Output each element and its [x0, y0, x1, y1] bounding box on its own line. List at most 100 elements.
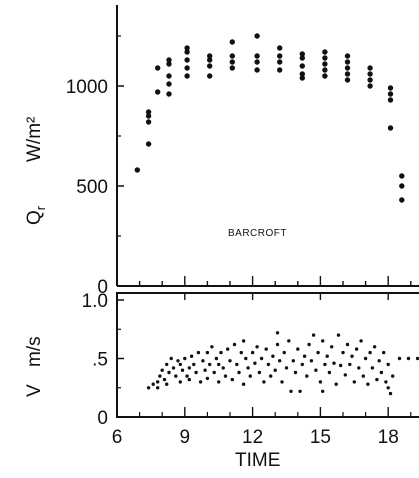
x-tick-label: 12	[242, 427, 263, 448]
v-point	[318, 380, 323, 384]
v-point	[370, 366, 375, 370]
v-point	[192, 362, 196, 367]
qr-point	[229, 53, 235, 59]
v-point	[415, 356, 419, 361]
v-point	[178, 362, 182, 367]
qr-point	[299, 55, 305, 61]
v-point	[291, 359, 295, 363]
v-point	[386, 362, 390, 367]
qr-point	[399, 197, 405, 203]
v-panel-frame	[116, 292, 419, 418]
v-point	[198, 380, 203, 384]
v-point	[189, 354, 194, 358]
qr-point	[184, 49, 190, 55]
qr-point	[322, 49, 328, 55]
v-point	[217, 362, 221, 367]
qr-point	[184, 57, 190, 63]
panel-qr: 0 500 1000 BARCROFT Qr W/m²	[24, 5, 419, 298]
v-point	[230, 377, 234, 382]
qr-point	[145, 119, 152, 125]
v-point	[341, 350, 345, 355]
v-point	[171, 366, 176, 370]
v-point	[158, 374, 162, 378]
v-y-axis-title: V m/s	[24, 336, 45, 397]
v-point	[241, 339, 246, 343]
v-point	[273, 368, 277, 372]
qr-yunit: W/m²	[24, 117, 45, 162]
v-point	[350, 354, 354, 358]
v-point	[239, 350, 243, 355]
qr-point	[387, 91, 394, 97]
v-point	[203, 368, 207, 372]
qr-point	[254, 59, 260, 65]
qr-point	[145, 113, 152, 119]
qr-point	[299, 63, 305, 69]
v-point	[339, 363, 343, 368]
x-axis-title: TIME	[235, 450, 280, 471]
qr-point	[207, 53, 213, 59]
v-point	[167, 370, 171, 375]
v-point	[244, 356, 248, 361]
v-point	[382, 350, 386, 355]
qr-point	[229, 65, 235, 71]
qr-point	[322, 67, 328, 73]
qr-point	[254, 67, 260, 73]
v-point	[316, 350, 320, 355]
v-point	[363, 356, 368, 361]
x-tick-label: 9	[180, 427, 191, 448]
v-point	[255, 345, 259, 349]
v-point	[162, 377, 167, 382]
v-point	[205, 376, 210, 381]
v-y-tick-label: .5	[92, 350, 108, 371]
v-point	[151, 382, 155, 386]
v-point	[156, 386, 160, 390]
v-point	[284, 366, 289, 370]
qr-point	[399, 173, 405, 179]
v-point	[176, 359, 180, 363]
v-point	[345, 342, 350, 347]
v-point	[259, 356, 264, 361]
qr-point	[229, 59, 235, 65]
v-point	[287, 339, 291, 343]
v-point	[210, 345, 214, 349]
qr-y-tick-label: 0	[97, 277, 108, 298]
v-point	[368, 350, 372, 355]
qr-point	[367, 77, 373, 83]
v-point	[309, 359, 314, 363]
v-point	[205, 350, 210, 355]
v-point	[160, 368, 164, 372]
v-point	[165, 382, 169, 386]
qr-point	[299, 71, 305, 77]
qr-y-axis-title: Qr W/m²	[24, 117, 48, 225]
v-point	[384, 380, 388, 384]
v-point	[221, 366, 225, 370]
qr-point	[387, 85, 394, 91]
qr-point	[299, 51, 305, 57]
v-point	[264, 347, 268, 351]
v-point	[250, 350, 255, 355]
x-tick-label: 6	[112, 427, 123, 448]
v-point	[180, 368, 185, 372]
qr-point	[166, 91, 172, 97]
panel-v: 0 .5 1.0 6 9 12 15 18 V m/s TIME	[24, 291, 419, 471]
qr-point	[344, 71, 351, 77]
qr-point	[277, 59, 283, 65]
qr-point	[166, 73, 172, 79]
v-point	[334, 382, 338, 386]
v-point	[146, 386, 151, 390]
v-point	[323, 362, 327, 367]
v-point	[185, 374, 189, 378]
qr-point	[254, 33, 260, 39]
v-point	[208, 362, 212, 367]
qr-point	[299, 75, 305, 81]
qr-point	[184, 73, 190, 79]
qr-point	[134, 167, 140, 173]
qr-point	[277, 45, 283, 51]
v-point	[366, 382, 370, 386]
v-y-tick-label: 0	[97, 408, 108, 429]
v-point	[372, 345, 377, 349]
v-point	[386, 386, 390, 390]
qr-point	[207, 63, 213, 69]
v-point	[278, 359, 282, 363]
